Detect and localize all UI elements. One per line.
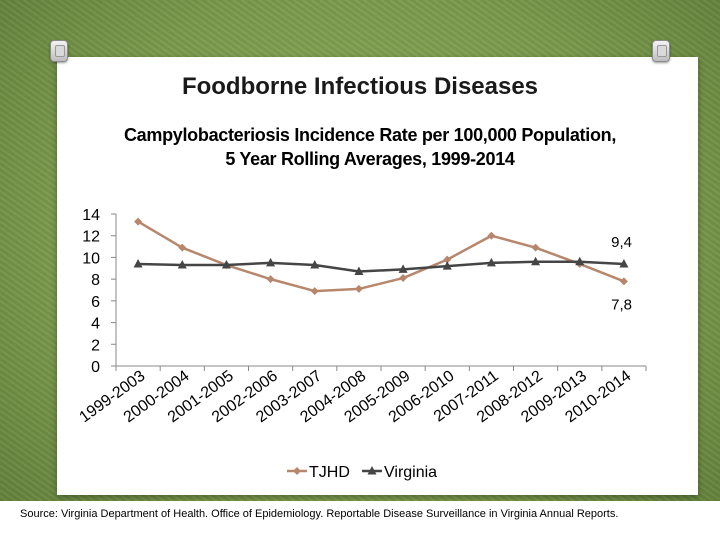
- data-point-tjhd: [619, 277, 628, 286]
- data-point-virginia: [398, 264, 408, 273]
- legend-marker-tjhd: [293, 467, 301, 475]
- data-point-virginia: [266, 257, 276, 267]
- y-tick-label: 12: [82, 229, 100, 246]
- y-tick-label: 8: [91, 272, 100, 289]
- data-point-tjhd: [531, 243, 540, 252]
- pushpin-icon-right: [652, 40, 670, 62]
- data-point-virginia: [619, 258, 629, 268]
- data-point-tjhd: [266, 275, 275, 284]
- y-tick-label: 2: [91, 337, 100, 354]
- data-label-virginia: 9,4: [611, 234, 632, 251]
- data-point-virginia: [575, 256, 585, 266]
- data-point-tjhd: [310, 287, 319, 296]
- data-point-virginia: [177, 260, 187, 269]
- data-point-virginia: [531, 256, 541, 266]
- y-tick-label: 0: [91, 359, 100, 376]
- legend-label-tjhd: TJHD: [309, 464, 350, 481]
- slide-title: Foodborne Infectious Diseases: [181, 73, 539, 100]
- data-point-virginia: [442, 261, 452, 270]
- data-label-tjhd: 7,8: [611, 296, 632, 313]
- y-tick-label: 6: [91, 294, 100, 311]
- legend-label-virginia: Virginia: [384, 464, 437, 481]
- data-point-tjhd: [487, 231, 496, 240]
- chart-title: Campylobacteriosis Incidence Rate per 10…: [123, 125, 617, 169]
- data-point-virginia: [354, 266, 364, 276]
- series-line-virginia: [138, 260, 624, 273]
- data-point-tjhd: [399, 274, 408, 283]
- data-point-virginia: [133, 258, 143, 268]
- data-point-tjhd: [178, 243, 187, 252]
- legend-marker-virginia: [367, 466, 377, 475]
- data-point-tjhd: [134, 217, 143, 226]
- pushpin-icon-left: [50, 40, 68, 62]
- data-point-tjhd: [443, 255, 452, 264]
- data-point-virginia: [310, 260, 320, 269]
- y-tick-label: 10: [82, 250, 100, 267]
- series-line-tjhd: [137, 220, 625, 293]
- data-point-virginia: [221, 260, 231, 269]
- source-note: Source: Virginia Department of Health. O…: [0, 501, 720, 540]
- data-point-tjhd: [354, 284, 363, 293]
- y-tick-label: 14: [82, 207, 100, 224]
- y-tick-label: 4: [91, 316, 100, 333]
- data-point-virginia: [486, 257, 496, 267]
- slide-card: [57, 57, 698, 495]
